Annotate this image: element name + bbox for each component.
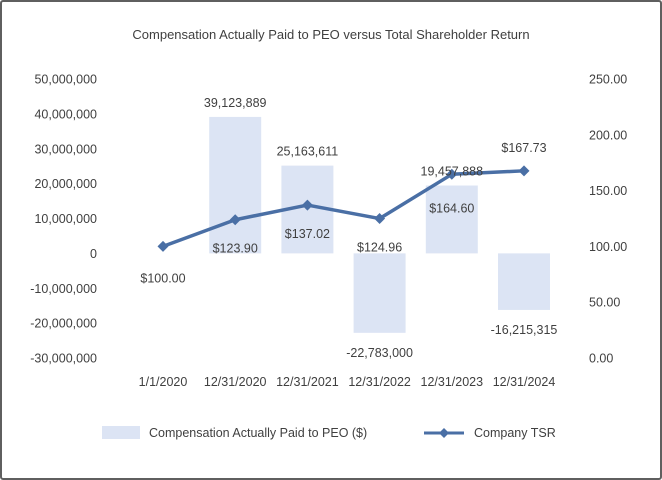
- legend-bar-swatch: [102, 426, 140, 439]
- tsr-value-label: $137.02: [285, 227, 330, 241]
- left-tick-label: 10,000,000: [34, 212, 97, 226]
- right-tick-label: 200.00: [589, 128, 627, 142]
- right-tick-label: 0.00: [589, 352, 613, 366]
- bar-value-label: 19,457,888: [421, 165, 484, 179]
- tsr-diamond-marker: [446, 168, 458, 180]
- x-axis: 1/1/2020 12/31/2020 12/31/2021 12/31/2022 12…: [139, 375, 556, 389]
- right-tick-label: 150.00: [589, 184, 627, 198]
- left-axis: 50,000,000 40,000,000 30,000,000 20,000,000…: [30, 73, 97, 366]
- tsr-value-label: $164.60: [429, 201, 474, 215]
- x-tick-label: 12/31/2020: [204, 375, 267, 389]
- compensation-bar: [353, 253, 406, 333]
- bar-value-label: 39,123,889: [204, 96, 267, 110]
- line-series: [157, 165, 530, 252]
- tsr-line: [162, 169, 525, 249]
- x-tick-label: 12/31/2021: [276, 375, 339, 389]
- compensation-bar: [209, 116, 262, 254]
- tsr-diamond-marker: [374, 213, 386, 225]
- left-tick-label: 30,000,000: [34, 142, 97, 156]
- right-tick-label: 100.00: [589, 240, 627, 254]
- right-tick-label: 250.00: [589, 73, 627, 87]
- compensation-bar: [425, 185, 478, 254]
- right-tick-label: 50.00: [589, 296, 620, 310]
- legend-bar-label: Compensation Actually Paid to PEO ($): [149, 426, 367, 440]
- left-tick-label: 20,000,000: [34, 177, 97, 191]
- left-tick-label: 0: [90, 247, 97, 261]
- tsr-value-label: $123.90: [213, 242, 258, 256]
- right-axis: 250.00 200.00 150.00 100.00 50.00 0.00: [589, 73, 627, 366]
- legend-diamond-marker: [439, 428, 449, 438]
- compensation-bar: [498, 253, 550, 310]
- x-tick-label: 12/31/2023: [421, 375, 484, 389]
- data-labels: 39,123,889 25,163,611 -22,783,000 19,457,88…: [140, 96, 557, 360]
- bar-value-label: -22,783,000: [346, 346, 413, 360]
- tsr-value-label: $124.96: [357, 241, 402, 255]
- bar-series: [209, 116, 550, 333]
- bar-value-label: -16,215,315: [491, 323, 558, 337]
- tsr-diamond-marker: [518, 165, 530, 177]
- chart-title: Compensation Actually Paid to PEO versus…: [132, 27, 529, 42]
- left-tick-label: -20,000,000: [30, 317, 97, 331]
- tsr-diamond-marker: [301, 199, 313, 211]
- tsr-value-label: $100.00: [140, 271, 185, 285]
- x-tick-label: 1/1/2020: [139, 375, 188, 389]
- left-tick-label: -30,000,000: [30, 352, 97, 366]
- left-tick-label: -10,000,000: [30, 282, 97, 296]
- left-tick-label: 40,000,000: [34, 107, 97, 121]
- x-tick-label: 12/31/2022: [348, 375, 411, 389]
- bar-value-label: 25,163,611: [277, 145, 339, 159]
- x-tick-label: 12/31/2024: [493, 375, 556, 389]
- tsr-diamond-marker: [229, 214, 241, 226]
- legend-line-label: Company TSR: [474, 426, 556, 440]
- left-tick-label: 50,000,000: [34, 73, 97, 87]
- legend: Compensation Actually Paid to PEO ($) Co…: [102, 426, 556, 440]
- tsr-diamond-marker: [157, 240, 169, 252]
- tsr-value-label: $167.73: [501, 141, 546, 155]
